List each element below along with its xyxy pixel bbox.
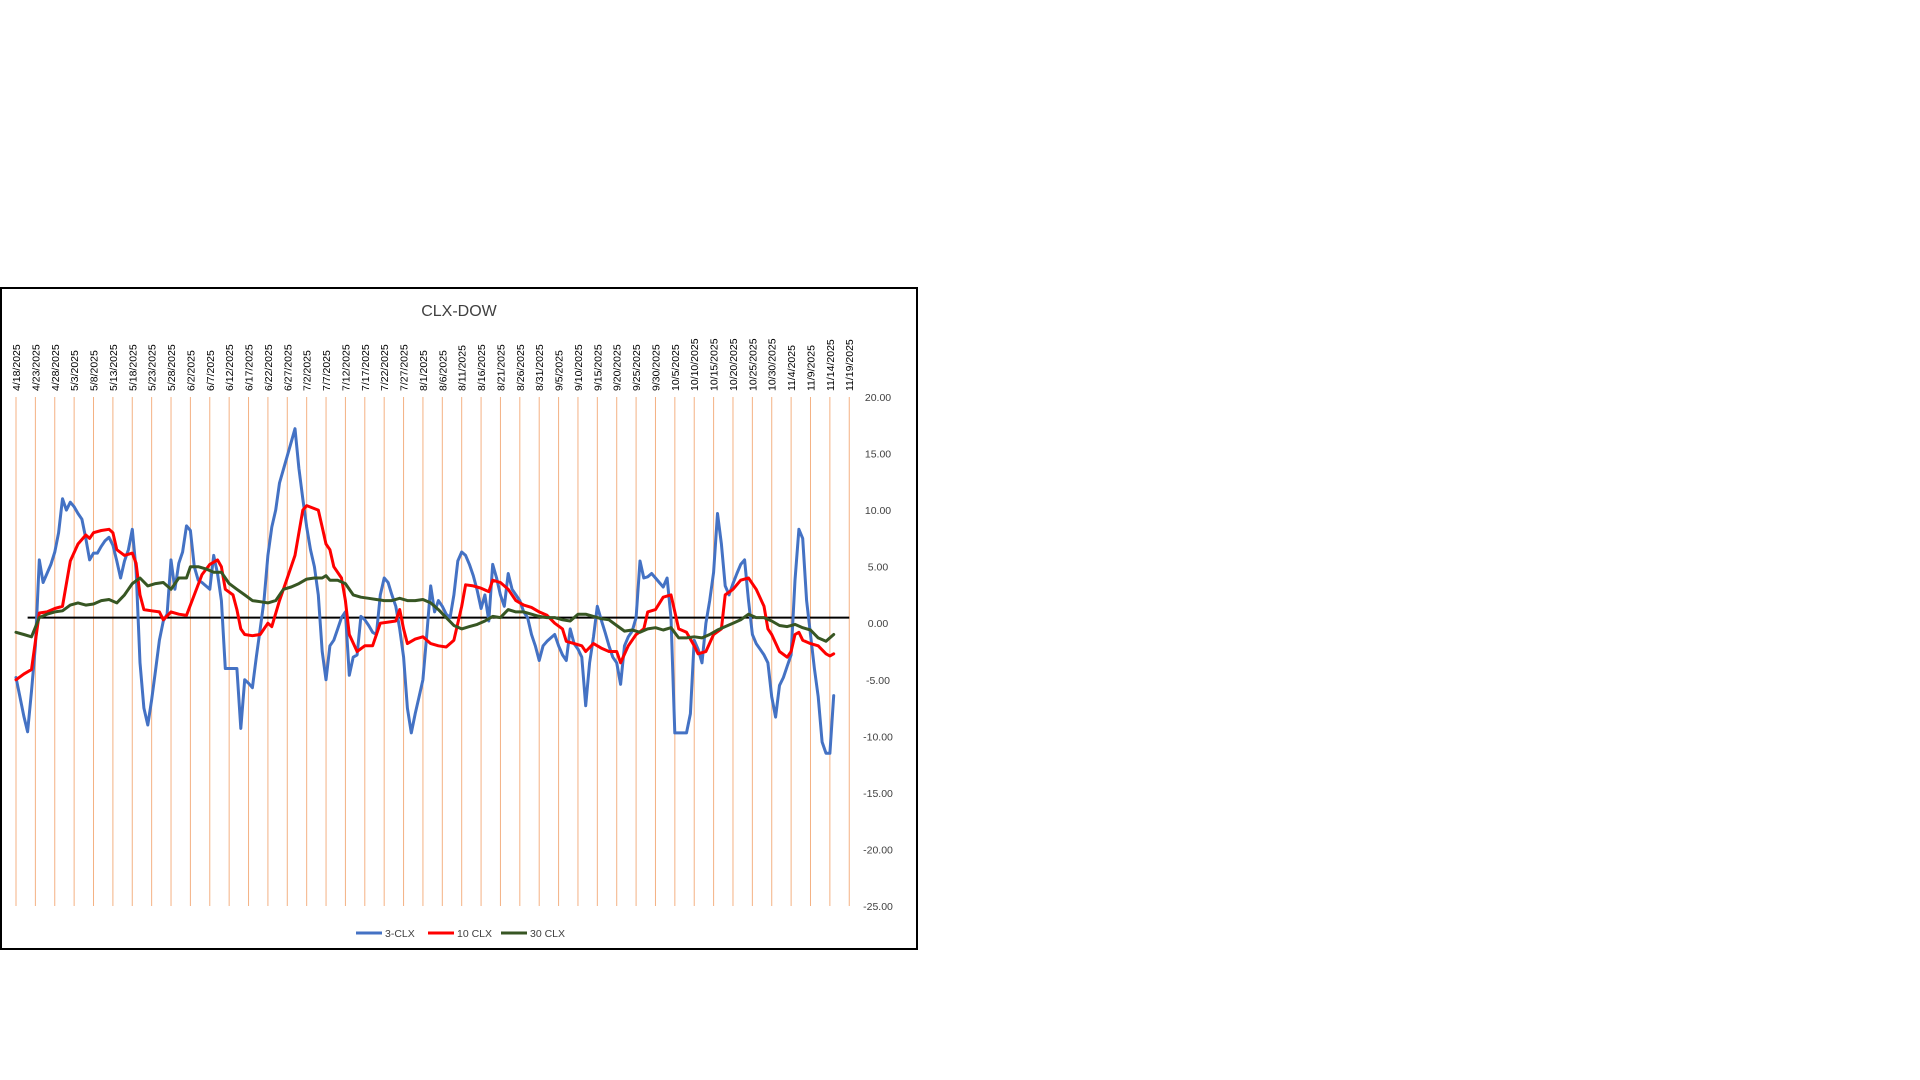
y-tick-label: -5.00	[866, 675, 890, 687]
x-tick-label: 10/25/2025	[747, 338, 759, 391]
y-tick-label: -15.00	[863, 788, 893, 800]
legend-label: 10 CLX	[457, 928, 492, 940]
x-tick-label: 10/5/2025	[670, 344, 682, 391]
x-tick-label: 5/3/2025	[69, 350, 81, 391]
series-line-3-clx	[14, 427, 836, 755]
x-tick-label: 9/25/2025	[631, 344, 643, 391]
x-tick-label: 11/14/2025	[825, 339, 837, 391]
x-tick-label: 8/1/2025	[418, 350, 430, 391]
series-layer	[14, 427, 836, 755]
x-tick-label: 10/10/2025	[689, 338, 701, 391]
x-tick-label: 8/16/2025	[476, 344, 488, 391]
x-tick-label: 6/2/2025	[185, 350, 197, 391]
x-tick-label: 7/7/2025	[321, 350, 333, 391]
x-tick-label: 7/2/2025	[302, 350, 314, 391]
x-tick-label: 8/11/2025	[457, 345, 469, 391]
y-tick-label: 10.00	[865, 505, 891, 517]
y-axis-tick-labels: 20.00 15.00 10.00 5.00 0.00 -5.00 -10.00 -15.00…	[863, 392, 893, 913]
x-tick-label: 6/17/2025	[244, 344, 256, 391]
chart-title: CLX-DOW	[421, 303, 497, 320]
x-tick-label: 7/17/2025	[360, 344, 372, 391]
x-tick-label: 7/27/2025	[399, 344, 411, 391]
x-tick-label: 10/15/2025	[709, 338, 721, 391]
x-tick-label: 6/27/2025	[282, 344, 294, 391]
x-tick-label: 8/31/2025	[534, 344, 546, 391]
x-tick-label: 10/30/2025	[767, 338, 779, 391]
vertical-gridlines	[15, 397, 850, 906]
y-tick-label: 0.00	[868, 618, 889, 630]
x-tick-label: 9/5/2025	[554, 350, 566, 391]
y-tick-label: -20.00	[863, 844, 893, 856]
series-line-30-clx	[14, 565, 836, 643]
x-tick-label: 7/22/2025	[379, 344, 391, 391]
x-tick-label: 8/26/2025	[515, 344, 527, 391]
x-tick-label: 4/18/2025	[11, 344, 23, 391]
x-tick-label: 6/22/2025	[263, 344, 275, 391]
x-tick-label: 5/8/2025	[89, 350, 101, 391]
x-tick-label: 5/13/2025	[108, 344, 120, 391]
x-tick-label: 4/23/2025	[30, 344, 42, 391]
x-tick-label: 7/12/2025	[340, 344, 352, 391]
legend-label: 3-CLX	[385, 928, 415, 940]
chart-frame: CLX-DOW 4/18/2025 4/23/2025 4/28/2025 5/3/2…	[0, 287, 918, 950]
y-tick-label: -25.00	[863, 901, 893, 913]
x-tick-label: 9/30/2025	[650, 344, 662, 391]
x-axis-tick-labels: 4/18/2025 4/23/2025 4/28/2025 5/3/2025 5/8/2…	[11, 338, 856, 391]
x-tick-label: 5/28/2025	[166, 344, 178, 391]
x-tick-label: 11/9/2025	[805, 345, 817, 391]
x-tick-label: 5/18/2025	[127, 344, 139, 391]
legend-label: 30 CLX	[530, 928, 565, 940]
x-tick-label: 6/7/2025	[205, 350, 217, 391]
x-tick-label: 8/6/2025	[437, 350, 449, 391]
x-tick-label: 9/10/2025	[573, 344, 585, 391]
x-tick-label: 9/20/2025	[612, 344, 624, 391]
x-tick-label: 9/15/2025	[592, 344, 604, 391]
x-tick-label: 10/20/2025	[728, 338, 740, 391]
x-tick-label: 11/4/2025	[786, 345, 798, 391]
line-chart: CLX-DOW 4/18/2025 4/23/2025 4/28/2025 5/3/2…	[11, 303, 893, 940]
series-line-10-clx	[14, 504, 836, 682]
y-tick-label: 20.00	[865, 392, 891, 404]
x-tick-label: 8/21/2025	[495, 344, 507, 391]
y-tick-label: -10.00	[863, 731, 893, 743]
x-tick-label: 11/19/2025	[844, 339, 856, 391]
y-tick-label: 15.00	[865, 449, 891, 461]
x-tick-label: 5/23/2025	[147, 344, 159, 391]
x-tick-label: 6/12/2025	[224, 344, 236, 391]
legend: 3-CLX 10 CLX 30 CLX	[356, 928, 565, 940]
y-tick-label: 5.00	[868, 562, 889, 574]
x-tick-label: 4/28/2025	[50, 344, 62, 391]
